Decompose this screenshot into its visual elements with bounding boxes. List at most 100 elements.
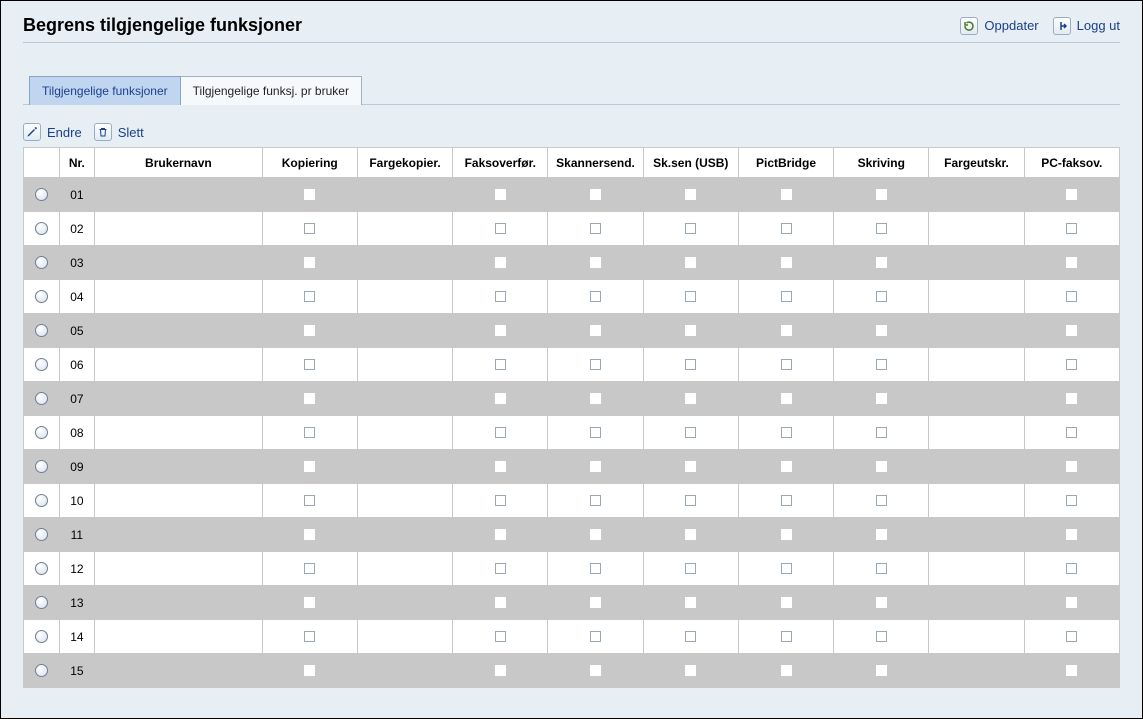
fn-checkbox[interactable] (1066, 257, 1077, 268)
fn-checkbox[interactable] (590, 529, 601, 540)
fn-checkbox[interactable] (685, 665, 696, 676)
row-select-radio[interactable] (35, 596, 48, 609)
fn-checkbox[interactable] (590, 461, 601, 472)
fn-checkbox[interactable] (685, 291, 696, 302)
fn-checkbox[interactable] (304, 563, 315, 574)
row-select-radio[interactable] (35, 528, 48, 541)
fn-checkbox[interactable] (781, 291, 792, 302)
fn-checkbox[interactable] (1066, 631, 1077, 642)
fn-checkbox[interactable] (685, 427, 696, 438)
fn-checkbox[interactable] (590, 597, 601, 608)
row-select-radio[interactable] (35, 256, 48, 269)
fn-checkbox[interactable] (304, 461, 315, 472)
row-select-radio[interactable] (35, 188, 48, 201)
fn-checkbox[interactable] (590, 189, 601, 200)
fn-checkbox[interactable] (876, 359, 887, 370)
fn-checkbox[interactable] (590, 359, 601, 370)
fn-checkbox[interactable] (781, 257, 792, 268)
fn-checkbox[interactable] (590, 257, 601, 268)
fn-checkbox[interactable] (495, 665, 506, 676)
fn-checkbox[interactable] (590, 291, 601, 302)
fn-checkbox[interactable] (685, 631, 696, 642)
fn-checkbox[interactable] (304, 359, 315, 370)
fn-checkbox[interactable] (876, 529, 887, 540)
fn-checkbox[interactable] (495, 563, 506, 574)
fn-checkbox[interactable] (781, 563, 792, 574)
fn-checkbox[interactable] (304, 189, 315, 200)
fn-checkbox[interactable] (495, 393, 506, 404)
fn-checkbox[interactable] (685, 461, 696, 472)
fn-checkbox[interactable] (876, 325, 887, 336)
fn-checkbox[interactable] (781, 461, 792, 472)
row-select-radio[interactable] (35, 630, 48, 643)
fn-checkbox[interactable] (304, 631, 315, 642)
row-select-radio[interactable] (35, 324, 48, 337)
fn-checkbox[interactable] (876, 461, 887, 472)
fn-checkbox[interactable] (1066, 597, 1077, 608)
fn-checkbox[interactable] (876, 665, 887, 676)
fn-checkbox[interactable] (876, 223, 887, 234)
row-select-radio[interactable] (35, 222, 48, 235)
fn-checkbox[interactable] (495, 291, 506, 302)
fn-checkbox[interactable] (781, 529, 792, 540)
fn-checkbox[interactable] (1066, 427, 1077, 438)
fn-checkbox[interactable] (781, 495, 792, 506)
fn-checkbox[interactable] (304, 597, 315, 608)
fn-checkbox[interactable] (304, 529, 315, 540)
fn-checkbox[interactable] (1066, 665, 1077, 676)
fn-checkbox[interactable] (304, 325, 315, 336)
fn-checkbox[interactable] (495, 631, 506, 642)
edit-button[interactable]: Endre (23, 123, 82, 141)
fn-checkbox[interactable] (1066, 359, 1077, 370)
fn-checkbox[interactable] (495, 325, 506, 336)
fn-checkbox[interactable] (876, 393, 887, 404)
fn-checkbox[interactable] (590, 393, 601, 404)
logout-button[interactable]: Logg ut (1053, 17, 1120, 35)
fn-checkbox[interactable] (781, 189, 792, 200)
row-select-radio[interactable] (35, 460, 48, 473)
refresh-button[interactable]: Oppdater (960, 17, 1038, 35)
fn-checkbox[interactable] (876, 257, 887, 268)
fn-checkbox[interactable] (495, 223, 506, 234)
fn-checkbox[interactable] (590, 223, 601, 234)
fn-checkbox[interactable] (1066, 563, 1077, 574)
fn-checkbox[interactable] (876, 631, 887, 642)
fn-checkbox[interactable] (781, 359, 792, 370)
fn-checkbox[interactable] (876, 427, 887, 438)
fn-checkbox[interactable] (876, 563, 887, 574)
delete-button[interactable]: Slett (94, 123, 144, 141)
fn-checkbox[interactable] (1066, 189, 1077, 200)
fn-checkbox[interactable] (590, 495, 601, 506)
fn-checkbox[interactable] (590, 631, 601, 642)
fn-checkbox[interactable] (495, 257, 506, 268)
fn-checkbox[interactable] (876, 597, 887, 608)
fn-checkbox[interactable] (590, 427, 601, 438)
fn-checkbox[interactable] (495, 597, 506, 608)
tab-functions-per-user[interactable]: Tilgjengelige funksj. pr bruker (181, 76, 362, 105)
row-select-radio[interactable] (35, 392, 48, 405)
row-select-radio[interactable] (35, 664, 48, 677)
fn-checkbox[interactable] (876, 189, 887, 200)
fn-checkbox[interactable] (1066, 495, 1077, 506)
fn-checkbox[interactable] (685, 325, 696, 336)
row-select-radio[interactable] (35, 290, 48, 303)
fn-checkbox[interactable] (1066, 393, 1077, 404)
fn-checkbox[interactable] (590, 325, 601, 336)
fn-checkbox[interactable] (685, 597, 696, 608)
fn-checkbox[interactable] (685, 359, 696, 370)
fn-checkbox[interactable] (685, 257, 696, 268)
fn-checkbox[interactable] (304, 427, 315, 438)
fn-checkbox[interactable] (781, 325, 792, 336)
fn-checkbox[interactable] (304, 665, 315, 676)
fn-checkbox[interactable] (685, 393, 696, 404)
fn-checkbox[interactable] (685, 189, 696, 200)
fn-checkbox[interactable] (685, 223, 696, 234)
fn-checkbox[interactable] (590, 665, 601, 676)
fn-checkbox[interactable] (304, 495, 315, 506)
tab-available-functions[interactable]: Tilgjengelige funksjoner (29, 76, 181, 105)
fn-checkbox[interactable] (685, 529, 696, 540)
row-select-radio[interactable] (35, 562, 48, 575)
fn-checkbox[interactable] (685, 495, 696, 506)
fn-checkbox[interactable] (685, 563, 696, 574)
fn-checkbox[interactable] (304, 393, 315, 404)
